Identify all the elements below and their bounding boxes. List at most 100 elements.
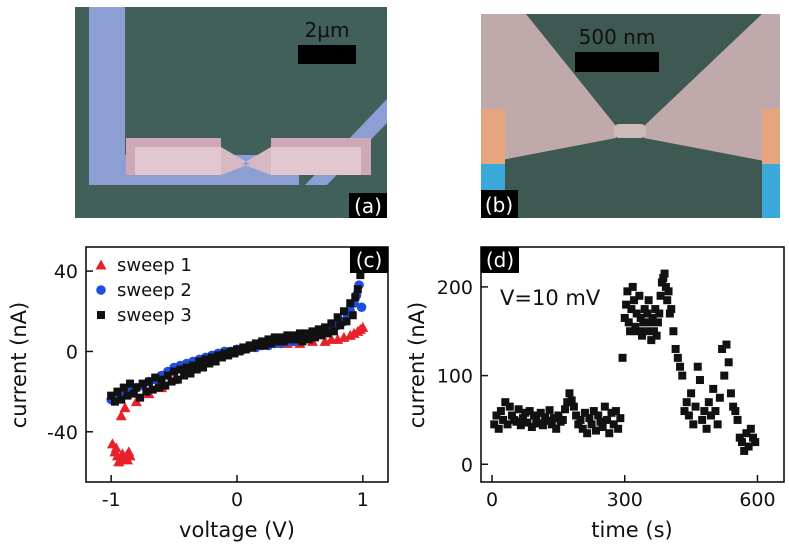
time-series-1-point (665, 309, 674, 318)
iv-series-3-point (235, 347, 244, 356)
iv-series-3-point (119, 383, 128, 392)
time-series-1-point (628, 282, 637, 291)
time-series-1-point (645, 318, 654, 327)
iv-series-3-point (110, 397, 119, 406)
time-x-axis-label: time (s) (591, 518, 672, 542)
time-series-1-point (605, 429, 614, 438)
panel-a-label: (a) (354, 194, 382, 218)
iv-series-3-point (304, 335, 313, 344)
iv-series-3-point (151, 373, 160, 382)
iv-x-tick-label: -1 (102, 489, 121, 511)
time-series-1-point (656, 291, 665, 300)
panel-a-label-box (349, 193, 387, 218)
time-axis-ticks: 0 300 600 0 100 200 (437, 277, 776, 511)
iv-series-3-point (107, 391, 116, 400)
time-series-1-point (589, 407, 598, 416)
time-series-1-point (669, 327, 678, 336)
time-series-1-point (490, 420, 499, 429)
time-series-1-point (521, 408, 530, 417)
panel-d-label-box (481, 247, 519, 273)
time-series-1-point (636, 313, 645, 322)
time-series-1-point (663, 296, 672, 305)
time-series-1-point (673, 353, 682, 362)
iv-series-3-point (170, 367, 179, 376)
panel-b-contact-right-blue (762, 164, 780, 218)
panel-b-scalebar (575, 52, 659, 72)
time-series-1-point (558, 415, 567, 424)
panel-a-pad-left-inner (135, 147, 221, 175)
iv-series-3-point (199, 363, 208, 372)
iv-legend-marker-2 (96, 285, 106, 295)
time-series-1-point (494, 424, 503, 433)
iv-series-3-point (142, 387, 151, 396)
time-series-1-point (746, 424, 755, 433)
time-series-1-point (523, 418, 532, 427)
time-series-1-point (720, 371, 729, 380)
iv-series-3-point (180, 371, 189, 380)
time-series-1-point (731, 407, 740, 416)
time-series-1-point (647, 336, 656, 345)
time-series-1-point (695, 376, 704, 385)
time-series-1-point (664, 287, 673, 296)
time-series-1-point (622, 300, 631, 309)
panel-b-label-box (481, 190, 518, 218)
time-y-tick-label: 200 (437, 277, 473, 299)
time-x-tick-label: 0 (486, 489, 498, 511)
time-series-1-point (682, 398, 691, 407)
time-series-1-point (691, 402, 700, 411)
time-series-1-point (676, 362, 685, 371)
time-series-1-point (554, 411, 563, 420)
time-series-1-point (652, 331, 661, 340)
time-series-1-point (709, 384, 718, 393)
panel-b-contact-left-orange (481, 109, 505, 164)
iv-series-3-point (201, 355, 210, 364)
iv-series-1-point (116, 448, 128, 459)
iv-series-3-point (113, 387, 122, 396)
time-series-1-point (704, 398, 713, 407)
iv-series-3-point (161, 381, 170, 390)
iv-series-3-point (353, 285, 362, 294)
time-series-1-point (749, 433, 758, 442)
time-series-1-point (678, 371, 687, 380)
iv-x-axis-label: voltage (V) (179, 518, 295, 542)
iv-series-3-point (323, 329, 332, 338)
time-series-1-point (600, 402, 609, 411)
panel-b-micrograph: 500 nm (b) (481, 14, 780, 218)
time-y-tick-label: 100 (437, 366, 473, 388)
iv-series-3-point (148, 385, 157, 394)
iv-series-3-point (321, 323, 330, 332)
iv-legend: sweep 1 sweep 2 sweep 3 (95, 255, 192, 326)
panel-a-pad-right-inner (271, 147, 361, 175)
iv-scatter-chart: -1 0 1 -40 0 40 sweep 1 sweep 2 sweep 3 (c) vol… (7, 246, 389, 542)
iv-series-3-point (289, 331, 298, 340)
iv-series-3-point (317, 331, 326, 340)
iv-series-3-point (308, 327, 317, 336)
time-series-1-point (547, 420, 556, 429)
time-x-tick-label: 300 (607, 489, 643, 511)
iv-series-2-point (356, 302, 367, 313)
time-series-1-point (616, 414, 625, 423)
time-y-axis-label: current (nA) (405, 302, 429, 429)
iv-series-3-point (136, 393, 145, 402)
panel-a-scalebar-label: 2μm (305, 18, 350, 42)
iv-series-3-point (154, 383, 163, 392)
time-series-1-point (742, 429, 751, 438)
time-series-1-point (751, 438, 760, 447)
time-series-1-point (574, 420, 583, 429)
time-series-1-point (651, 305, 660, 314)
time-series-1-point (638, 331, 647, 340)
time-series-1-point (592, 426, 601, 435)
time-series-1-point (538, 421, 547, 430)
iv-legend-label-1: sweep 1 (117, 255, 192, 276)
time-series-1-point (576, 415, 585, 424)
time-series-1-point (657, 278, 666, 287)
time-series-1-point (512, 417, 521, 426)
time-series-1-point (648, 313, 657, 322)
time-series-1-point (687, 389, 696, 398)
time-series-1-point (735, 433, 744, 442)
time-series-1-point (561, 405, 570, 414)
iv-series-3-point (241, 345, 250, 354)
iv-series-3-point (182, 363, 191, 372)
time-series-1-point (660, 269, 669, 278)
panel-c-label: (c) (356, 248, 383, 272)
